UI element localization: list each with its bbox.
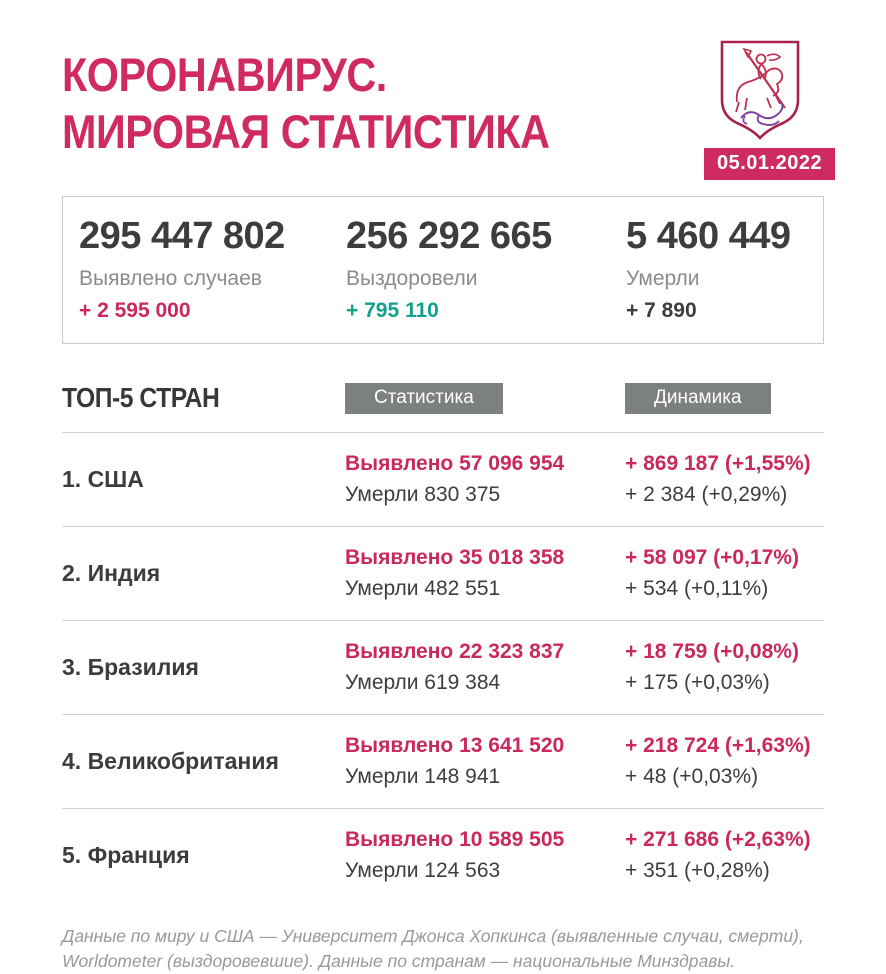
summary-recovered: 256 292 665 Выздоровели + 795 110 — [346, 215, 626, 323]
statistics-cell: Выявлено 22 323 837 Умерли 619 384 — [345, 636, 625, 698]
data-sources-note: Данные по миру и США — Университет Джонс… — [62, 926, 804, 971]
table-row-france: 5. Франция Выявлено 10 589 505 Умерли 12… — [62, 809, 824, 902]
cases-value: Выявлено 10 589 505 — [345, 828, 565, 851]
confirmed-delta: + 2 595 000 — [79, 299, 191, 322]
statistics-cell: Выявлено 35 018 358 Умерли 482 551 — [345, 542, 625, 604]
deaths-value: Умерли 619 384 — [345, 671, 501, 694]
cases-value: Выявлено 35 018 358 — [345, 546, 565, 569]
title-line-1: КОРОНАВИРУС. — [62, 48, 387, 101]
deaths-value: Умерли 830 375 — [345, 483, 501, 506]
dynamics-cell: + 18 759 (+0,08%) + 175 (+0,03%) — [625, 636, 824, 698]
deaths-value: Умерли 124 563 — [345, 859, 501, 882]
recovered-delta: + 795 110 — [346, 299, 439, 322]
infographic: КОРОНАВИРУС. МИРОВАЯ СТАТИСТИКА — [62, 40, 836, 971]
deaths-delta: + 2 384 (+0,29%) — [625, 483, 788, 506]
cases-delta: + 58 097 (+0,17%) — [625, 546, 799, 569]
dynamics-cell: + 271 686 (+2,63%) + 351 (+0,28%) — [625, 824, 824, 886]
cases-delta: + 18 759 (+0,08%) — [625, 640, 799, 663]
deaths-delta: + 48 (+0,03%) — [625, 765, 759, 788]
country-name: 4. Великобритания — [62, 747, 279, 774]
cases-value: Выявлено 22 323 837 — [345, 640, 565, 663]
table-row-brazil: 3. Бразилия Выявлено 22 323 837 Умерли 6… — [62, 621, 824, 715]
deaths-label: Умерли — [626, 267, 700, 290]
column-badge-dynamics: Динамика — [625, 383, 771, 414]
country-name: 5. Франция — [62, 841, 190, 868]
cases-value: Выявлено 13 641 520 — [345, 734, 565, 757]
statistics-cell: Выявлено 13 641 520 Умерли 148 941 — [345, 730, 625, 792]
deaths-delta: + 534 (+0,11%) — [625, 577, 769, 600]
confirmed-total: 295 447 802 — [79, 215, 285, 257]
summary-deaths: 5 460 449 Умерли + 7 890 — [626, 215, 823, 323]
statistics-cell: Выявлено 10 589 505 Умерли 124 563 — [345, 824, 625, 886]
deaths-value: Умерли 148 941 — [345, 765, 501, 788]
table-row-india: 2. Индия Выявлено 35 018 358 Умерли 482 … — [62, 527, 824, 621]
confirmed-label: Выявлено случаев — [79, 267, 262, 290]
top5-table: 1. США Выявлено 57 096 954 Умерли 830 37… — [62, 432, 824, 902]
statistics-cell: Выявлено 57 096 954 Умерли 830 375 — [345, 448, 625, 510]
cases-delta: + 218 724 (+1,63%) — [625, 734, 811, 757]
summary-confirmed: 295 447 802 Выявлено случаев + 2 595 000 — [79, 215, 346, 323]
country-name: 1. США — [62, 465, 144, 492]
cases-delta: + 271 686 (+2,63%) — [625, 828, 811, 851]
table-row-usa: 1. США Выявлено 57 096 954 Умерли 830 37… — [62, 433, 824, 527]
deaths-delta: + 175 (+0,03%) — [625, 671, 770, 694]
title-line-2: МИРОВАЯ СТАТИСТИКА — [62, 105, 550, 158]
cases-value: Выявлено 57 096 954 — [345, 452, 565, 475]
dynamics-cell: + 218 724 (+1,63%) + 48 (+0,03%) — [625, 730, 824, 792]
column-badge-statistics: Статистика — [345, 383, 503, 414]
page-title: КОРОНАВИРУС. МИРОВАЯ СТАТИСТИКА — [62, 46, 733, 160]
deaths-delta: + 7 890 — [626, 299, 697, 322]
deaths-delta: + 351 (+0,28%) — [625, 859, 770, 882]
cases-delta: + 869 187 (+1,55%) — [625, 452, 811, 475]
country-name: 3. Бразилия — [62, 653, 199, 680]
recovered-total: 256 292 665 — [346, 215, 552, 257]
table-row-uk: 4. Великобритания Выявлено 13 641 520 Ум… — [62, 715, 824, 809]
dynamics-cell: + 58 097 (+0,17%) + 534 (+0,11%) — [625, 542, 824, 604]
world-summary-box: 295 447 802 Выявлено случаев + 2 595 000… — [62, 196, 824, 344]
header: КОРОНАВИРУС. МИРОВАЯ СТАТИСТИКА — [62, 40, 836, 192]
table-title: ТОП-5 СТРАН — [62, 382, 220, 413]
recovered-label: Выздоровели — [346, 267, 478, 290]
dynamics-cell: + 869 187 (+1,55%) + 2 384 (+0,29%) — [625, 448, 824, 510]
date-badge: 05.01.2022 — [704, 148, 836, 180]
deaths-value: Умерли 482 551 — [345, 577, 501, 600]
logo-block: 05.01.2022 — [704, 38, 836, 180]
moscow-coat-of-arms-icon — [704, 38, 816, 142]
country-name: 2. Индия — [62, 559, 161, 586]
table-header: ТОП-5 СТРАН Статистика Динамика — [62, 382, 824, 432]
deaths-total: 5 460 449 — [626, 215, 791, 257]
